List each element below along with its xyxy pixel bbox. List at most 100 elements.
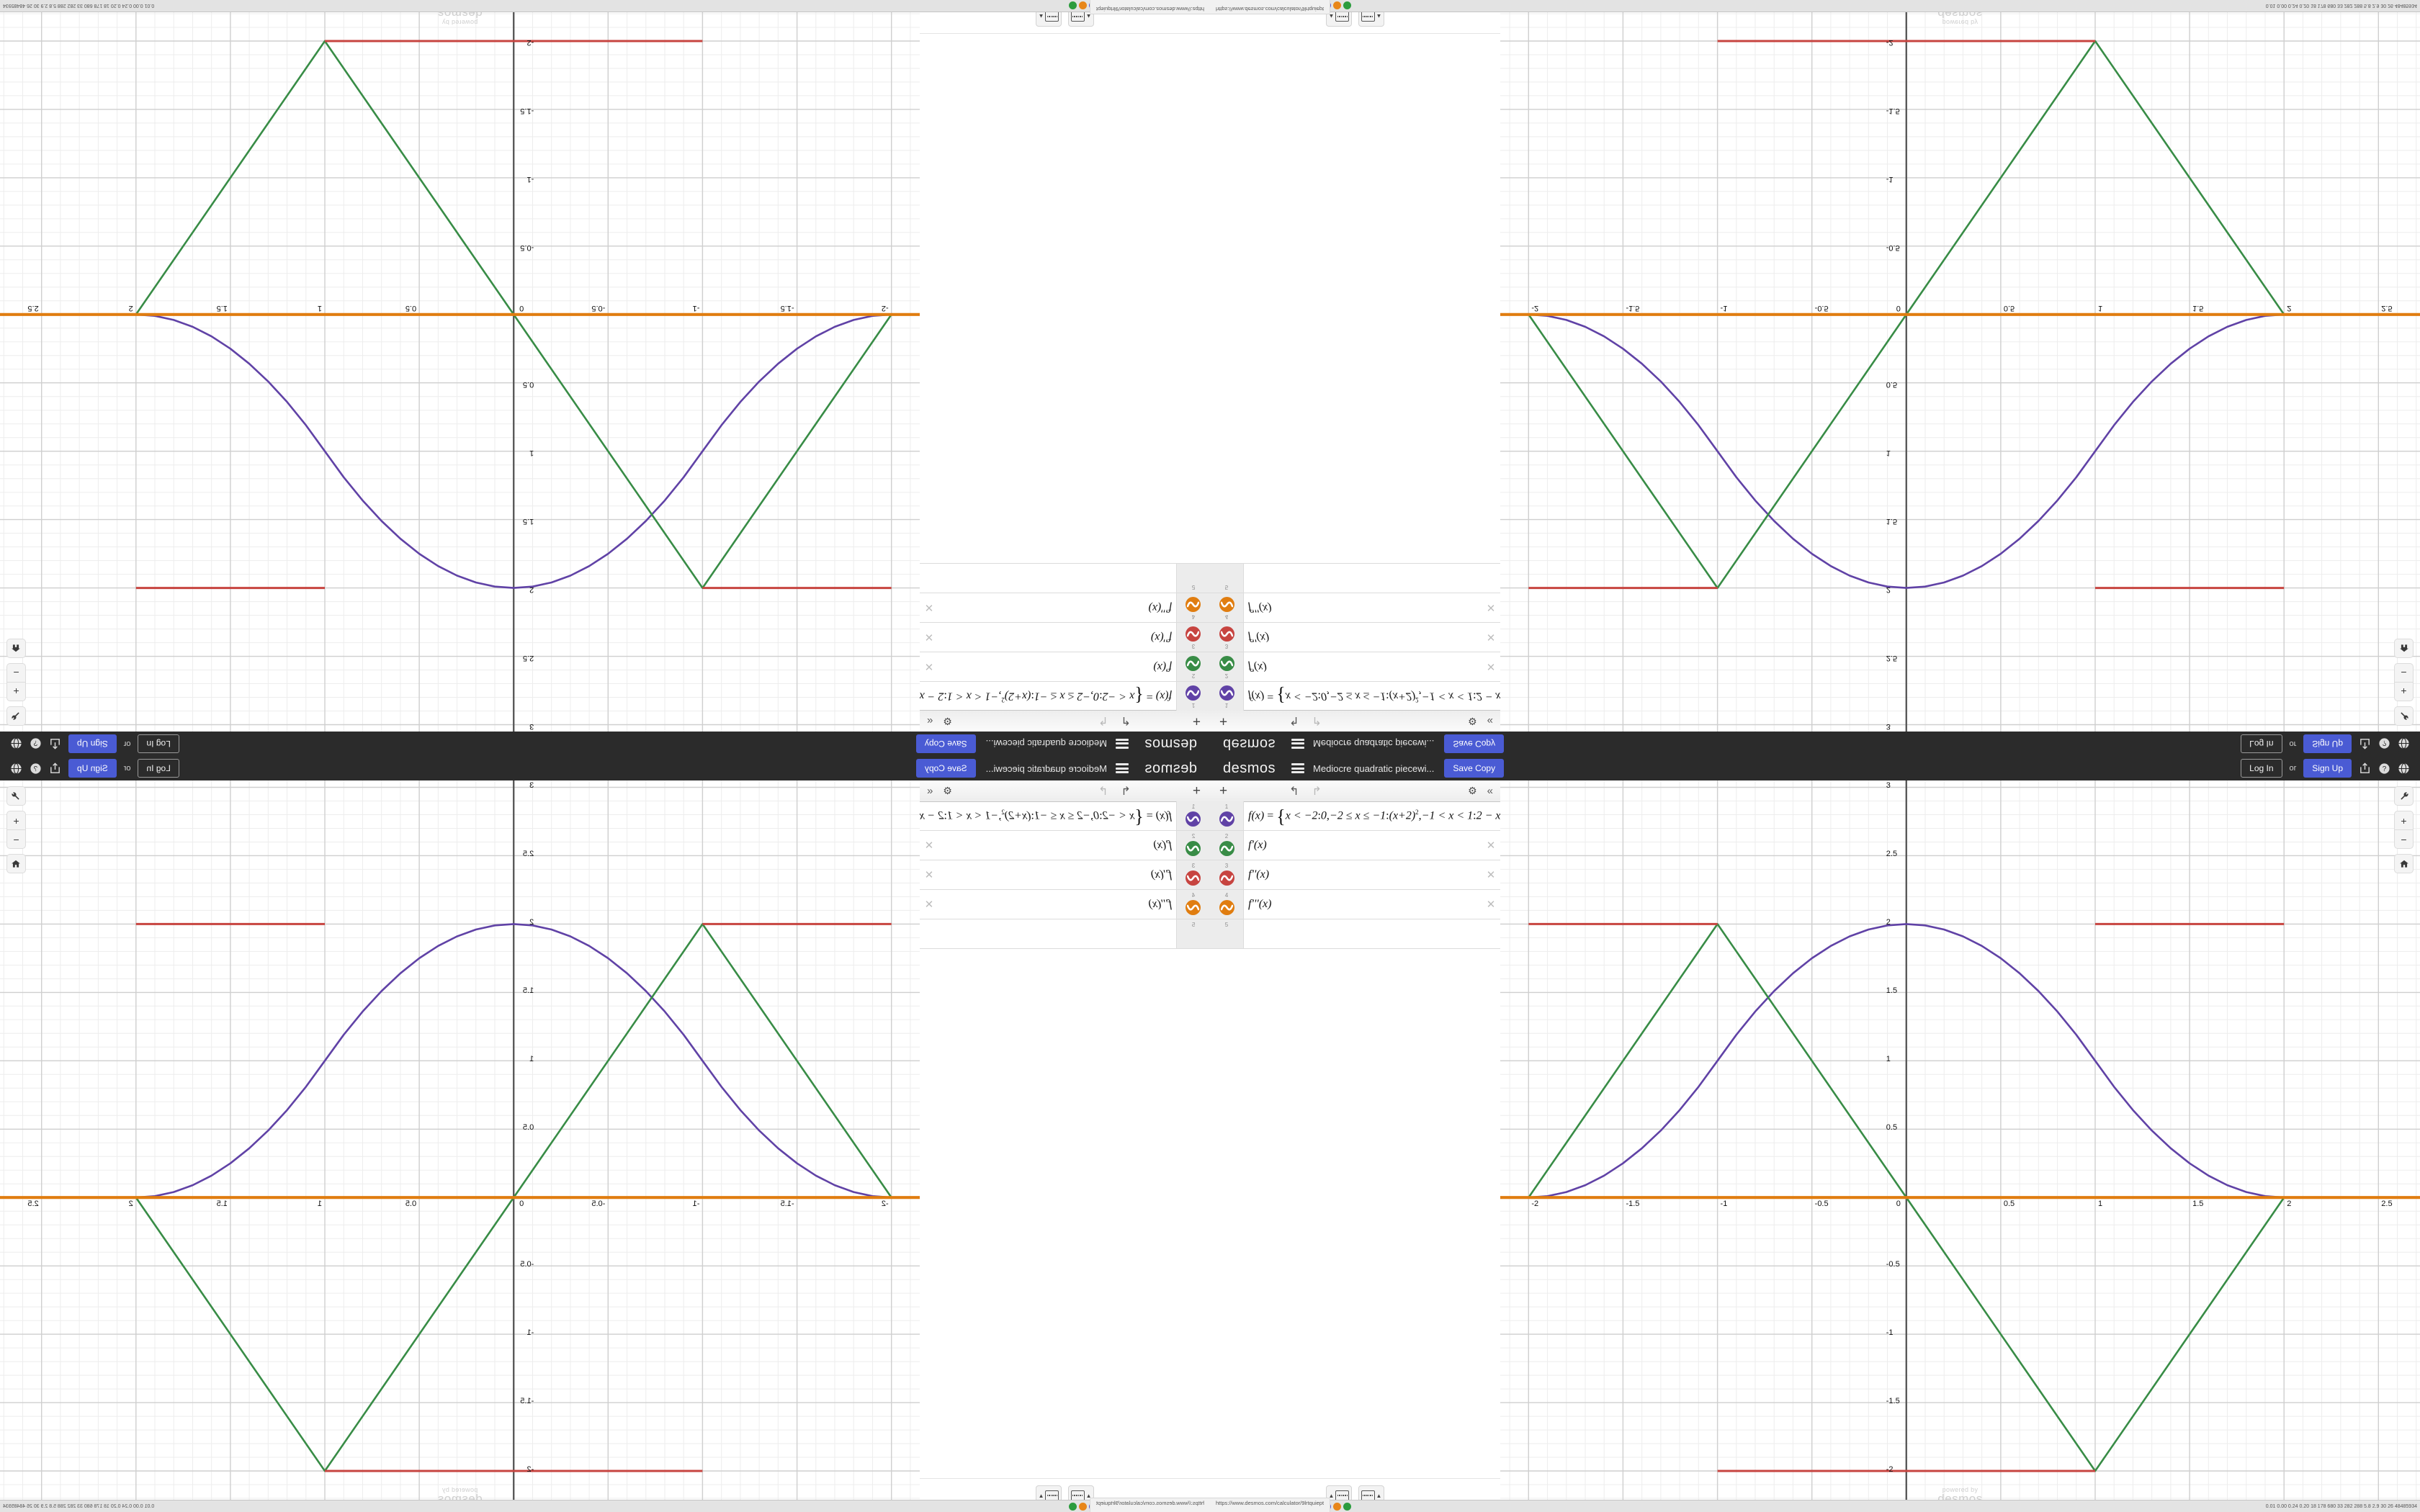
expression-input[interactable]: f'''(x) [1248, 898, 1272, 910]
share-icon[interactable] [2359, 762, 2371, 775]
graph-canvas[interactable]: powered by desmos + − -2 -1.5 -1 -0.5 0 0.5 1 1… [0, 0, 920, 732]
chevron-double-left-icon[interactable]: « [927, 785, 933, 797]
help-circle-icon[interactable]: ? [30, 738, 42, 750]
zoom-in-button[interactable]: + [6, 811, 26, 830]
expression-input[interactable]: f'(x) [1248, 839, 1267, 851]
globe-language-icon[interactable] [10, 762, 22, 775]
graph-title[interactable]: Mediocre quadratic piecewi... [985, 738, 1107, 750]
graph-plot[interactable] [1500, 780, 2420, 1512]
app-instance-bottom-right[interactable]: desmos Mediocre quadratic piecewi... Sav… [1210, 756, 2420, 1512]
graph-title[interactable]: Mediocre quadratic piecewi... [1313, 762, 1435, 774]
graph-plot[interactable] [1500, 0, 2420, 732]
delete-expression-button[interactable]: ✕ [924, 840, 934, 852]
expression-row[interactable]: 3 f''(x) ✕ [920, 860, 1210, 890]
expression-list[interactable]: 1 f(x) = {x < −2:0,−2 ≤ x ≤ −1:(x+2)2,−1 … [1210, 33, 1500, 711]
expression-row[interactable]: 5 [920, 563, 1210, 593]
expression-color-dot[interactable] [1186, 656, 1201, 671]
home-icon[interactable] [2394, 639, 2414, 658]
favicon-orange[interactable] [1079, 1, 1087, 10]
delete-expression-button[interactable]: ✕ [1486, 601, 1496, 613]
app-instance-top-right-mirrored[interactable]: desmos Mediocre quadratic piecewi... Sav… [1210, 0, 2420, 756]
help-circle-icon[interactable]: ? [2378, 738, 2390, 750]
expression-color-dot[interactable] [1186, 685, 1201, 701]
expression-color-dot[interactable] [1186, 900, 1201, 915]
expression-list[interactable]: 1 f(x) = {x < −2:0,−2 ≤ x ≤ −1:(x+2)2,−1 … [920, 33, 1210, 711]
redo-arrow-icon[interactable]: ↱ [1098, 785, 1108, 798]
favicon-green-2[interactable] [1069, 1, 1077, 10]
signup-button[interactable]: Sign Up [68, 759, 117, 778]
favicon-green-2[interactable] [1343, 1, 1351, 10]
expression-row[interactable]: 4 f'''(x) ✕ [920, 890, 1210, 919]
graph-title[interactable]: Mediocre quadratic piecewi... [1313, 738, 1435, 750]
save-copy-button[interactable]: Save Copy [915, 734, 976, 753]
expression-color-dot[interactable] [1219, 597, 1234, 612]
graph-title[interactable]: Mediocre quadratic piecewi... [985, 762, 1107, 774]
expression-row[interactable]: 5 [1210, 563, 1500, 593]
graph-canvas[interactable]: powered by desmos + − -2 -1.5 -1 -0.5 0 0.5 1 1… [0, 780, 920, 1512]
redo-arrow-icon[interactable]: ↱ [1098, 714, 1108, 727]
wrench-icon[interactable] [2394, 706, 2414, 726]
expression-row[interactable]: 1 f(x) = {x < −2:0,−2 ≤ x ≤ −1:(x+2)2,−1 … [1210, 801, 1500, 831]
delete-expression-button[interactable]: ✕ [924, 869, 934, 881]
globe-language-icon[interactable] [10, 738, 22, 750]
signup-button[interactable]: Sign Up [2303, 734, 2352, 753]
share-icon[interactable] [49, 738, 61, 750]
expression-input[interactable]: f(x) = {x < −2:0,−2 ≤ x ≤ −1:(x+2)2,−1 <… [1248, 685, 1500, 706]
login-button[interactable]: Log In [2241, 759, 2282, 778]
zoom-out-button[interactable]: − [2394, 830, 2414, 849]
login-button[interactable]: Log In [138, 734, 179, 753]
help-circle-icon[interactable]: ? [30, 762, 42, 775]
hamburger-menu-icon[interactable] [1291, 739, 1305, 749]
wrench-icon[interactable] [6, 786, 26, 806]
expression-color-dot[interactable] [1219, 870, 1234, 886]
gear-icon[interactable]: ⚙ [1468, 785, 1477, 796]
expression-input[interactable]: f'(x) [1248, 661, 1267, 673]
home-icon[interactable] [6, 854, 26, 873]
delete-expression-button[interactable]: ✕ [1486, 899, 1496, 911]
login-button[interactable]: Log In [138, 759, 179, 778]
expression-input[interactable]: f'''(x) [1148, 602, 1172, 614]
expression-row[interactable]: 3 f''(x) ✕ [920, 622, 1210, 652]
expression-color-dot[interactable] [1219, 626, 1234, 642]
favicon-orange[interactable] [1079, 1502, 1087, 1511]
graph-canvas[interactable]: powered by desmos + − -2 -1.5 -1 -0.5 0 0.5 1 1… [1500, 0, 2420, 732]
hamburger-menu-icon[interactable] [1115, 763, 1129, 773]
zoom-out-button[interactable]: − [2394, 663, 2414, 682]
expression-color-dot[interactable] [1186, 841, 1201, 856]
home-icon[interactable] [6, 639, 26, 658]
expression-row[interactable]: 1 f(x) = {x < −2:0,−2 ≤ x ≤ −1:(x+2)2,−1 … [1210, 681, 1500, 711]
expression-color-dot[interactable] [1186, 870, 1201, 886]
graph-plot[interactable] [0, 780, 920, 1512]
undo-arrow-icon[interactable]: ↰ [1289, 785, 1299, 798]
expression-row[interactable]: 4 f'''(x) ✕ [920, 593, 1210, 622]
share-icon[interactable] [2359, 738, 2371, 750]
gear-icon[interactable]: ⚙ [943, 716, 952, 727]
expression-color-dot[interactable] [1219, 811, 1234, 827]
favicon-green-2[interactable] [1343, 1502, 1351, 1511]
expression-row[interactable]: 3 f''(x) ✕ [1210, 622, 1500, 652]
save-copy-button[interactable]: Save Copy [915, 759, 976, 778]
expression-input[interactable] [1244, 564, 1482, 593]
save-copy-button[interactable]: Save Copy [1444, 759, 1505, 778]
expression-color-dot[interactable] [1186, 626, 1201, 642]
hamburger-menu-icon[interactable] [1115, 739, 1129, 749]
zoom-in-button[interactable]: + [2394, 682, 2414, 701]
chevron-double-left-icon[interactable]: « [927, 715, 933, 727]
expression-color-dot[interactable] [1186, 597, 1201, 612]
favicon-orange[interactable] [1333, 1, 1341, 10]
undo-arrow-icon[interactable]: ↰ [1121, 714, 1131, 727]
expression-row[interactable]: 2 f'(x) ✕ [920, 652, 1210, 681]
add-expression-button[interactable]: + [1219, 714, 1228, 729]
expression-input[interactable]: f''(x) [1150, 631, 1172, 644]
expression-input[interactable]: f''(x) [1150, 868, 1172, 881]
gear-icon[interactable]: ⚙ [1468, 716, 1477, 727]
expression-color-dot[interactable] [1219, 841, 1234, 856]
expression-input[interactable] [938, 564, 1176, 593]
expression-color-dot[interactable] [1219, 685, 1234, 701]
chevron-double-left-icon[interactable]: « [1487, 785, 1493, 797]
add-expression-button[interactable]: + [1192, 714, 1201, 729]
zoom-in-button[interactable]: + [6, 682, 26, 701]
delete-expression-button[interactable]: ✕ [1486, 660, 1496, 672]
expression-row[interactable]: 2 f'(x) ✕ [1210, 831, 1500, 860]
expression-row[interactable]: 4 f'''(x) ✕ [1210, 593, 1500, 622]
